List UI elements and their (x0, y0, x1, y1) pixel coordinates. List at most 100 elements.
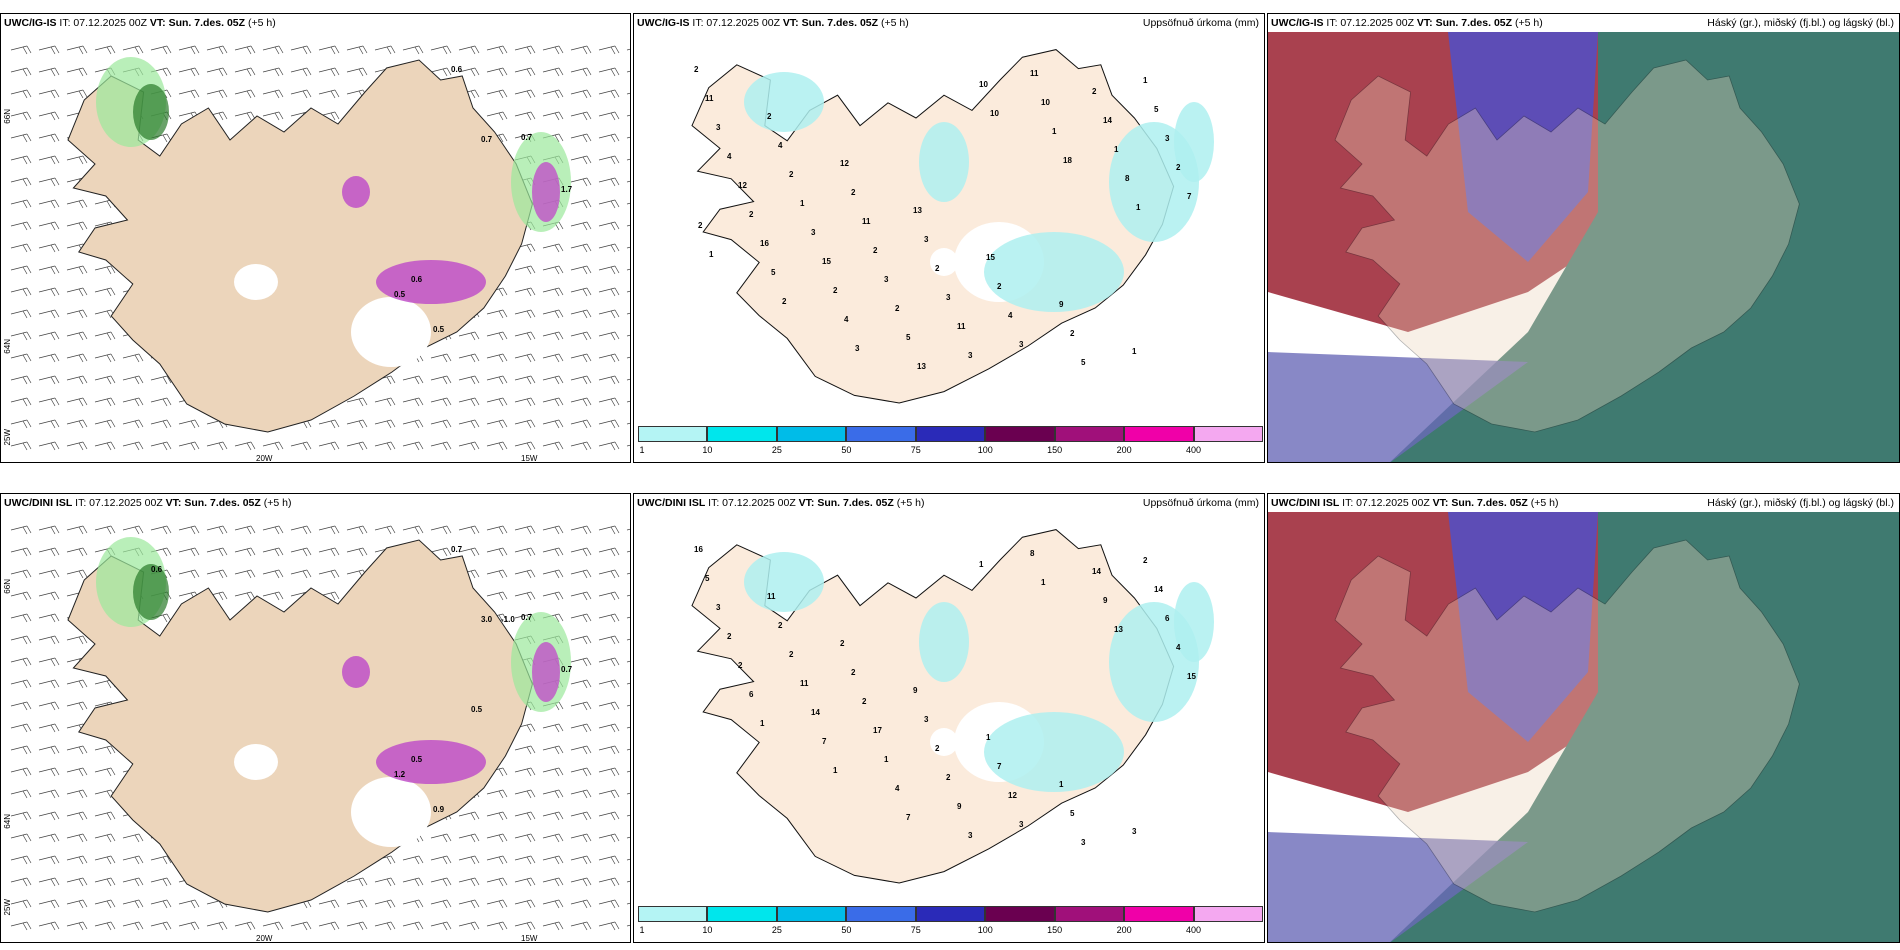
wind-barb (626, 334, 630, 337)
wind-barb (150, 45, 172, 55)
precip-label: 2 (789, 650, 794, 659)
wind-barb (10, 789, 32, 799)
snow-wind-map: 0.7 0.7 1.2 0.9 0.5 3.0 0.7 0.6 -1.0 0.5 (1, 512, 630, 942)
wind-barb (234, 89, 256, 99)
precip-label: 1 (833, 766, 838, 775)
wind-barb (486, 899, 508, 909)
wind-barb (430, 353, 452, 363)
wind-barb (626, 268, 630, 271)
legend-tick: 400 (1186, 925, 1202, 935)
wind-barb (66, 525, 88, 535)
wind-barb (542, 789, 564, 799)
wind-barb (486, 855, 508, 865)
wind-barb (10, 767, 32, 777)
wind-barb (66, 397, 88, 407)
legend-color-box (707, 426, 777, 442)
wind-barb (514, 353, 536, 363)
valid-time-label: VT: (1416, 17, 1433, 29)
wind-barb (514, 547, 536, 557)
precip-label: 7 (1187, 192, 1192, 201)
precip-map: 2212131591114232213211245541233231233111… (634, 32, 1264, 432)
wind-barb (38, 353, 60, 363)
glacier (930, 248, 958, 276)
medium-cloud (1448, 32, 1598, 262)
wind-barb (94, 331, 116, 341)
wind-barb (430, 833, 452, 843)
precip-legend: 1 10 25 50 75 100 150 200 400 (638, 906, 1263, 936)
precip-label: 1 (760, 719, 765, 728)
wind-barb (458, 419, 480, 429)
wind-barb (318, 921, 340, 931)
wind-barb (10, 613, 32, 623)
wind-barb (38, 243, 60, 253)
wind-barb (542, 855, 564, 865)
wind-barb (430, 441, 452, 451)
wind-barb (10, 375, 32, 385)
wind-barb (458, 353, 480, 363)
wind-barb (66, 921, 88, 931)
lat-label: 66N (3, 579, 12, 594)
wind-barb (626, 290, 630, 293)
precip-label: 1 (1143, 76, 1148, 85)
field-title: Háský (gr.), miðský (fj.bl.) og lágský (… (1707, 17, 1894, 29)
wind-barb (346, 921, 368, 931)
wind-barb (38, 591, 60, 601)
wind-barb (598, 613, 620, 623)
wind-barb (66, 265, 88, 275)
wind-barb (94, 353, 116, 363)
precip-label: 15 (986, 253, 995, 262)
wind-barb (66, 419, 88, 429)
precip-label: 14 (811, 708, 820, 717)
snow-label: 0.5 (471, 705, 483, 714)
precip-label: 9 (957, 802, 962, 811)
snow-label: 0.5 (411, 755, 423, 764)
precip-label: 3 (855, 344, 860, 353)
wind-barb (430, 877, 452, 887)
snow-shading (532, 642, 560, 702)
wind-barb (430, 67, 452, 77)
precip-label: 15 (1187, 672, 1196, 681)
wind-barb (206, 441, 228, 451)
precip-label: 15 (822, 257, 831, 266)
precip-label: 1 (884, 755, 889, 764)
wind-barb (626, 224, 630, 227)
precip-label: 2 (1143, 556, 1148, 565)
wind-barb (10, 811, 32, 821)
wind-barb (542, 331, 564, 341)
wind-barb (598, 199, 620, 209)
precip-label: 2 (738, 661, 743, 670)
wind-barb (38, 679, 60, 689)
wind-barb (598, 921, 620, 931)
wind-barb (10, 679, 32, 689)
wind-barb (626, 748, 630, 751)
wind-barb (626, 114, 630, 117)
snow-label: 0.7 (451, 545, 463, 554)
wind-barb (458, 899, 480, 909)
wind-barb (318, 547, 340, 557)
wind-barb (66, 45, 88, 55)
wind-barb (402, 899, 424, 909)
wind-barb (66, 833, 88, 843)
snow-shading (342, 656, 370, 688)
wind-barb (626, 356, 630, 359)
panel-header: UWC/IG-IS IT: 07.12.2025 00Z VT: Sun. 7.… (637, 17, 1261, 29)
wind-barb (66, 899, 88, 909)
precip-label: 2 (767, 112, 772, 121)
wind-barb (570, 287, 592, 297)
wind-barb (598, 133, 620, 143)
precip-shading (919, 122, 969, 202)
wind-barb (514, 441, 536, 451)
precip-label: 11 (957, 322, 966, 331)
wind-barb (514, 745, 536, 755)
wind-barb (66, 375, 88, 385)
wind-barb (66, 353, 88, 363)
wind-barb (458, 67, 480, 77)
wind-barb (402, 397, 424, 407)
wind-barb (514, 45, 536, 55)
panel-bottom-right: UWC/DINI ISL IT: 07.12.2025 00Z VT: Sun.… (1267, 493, 1900, 943)
wind-barb (598, 419, 620, 429)
precip-label: 3 (1019, 340, 1024, 349)
wind-barb (122, 877, 144, 887)
precip-label: 1 (1136, 203, 1141, 212)
iceland-landmass (691, 49, 1175, 404)
